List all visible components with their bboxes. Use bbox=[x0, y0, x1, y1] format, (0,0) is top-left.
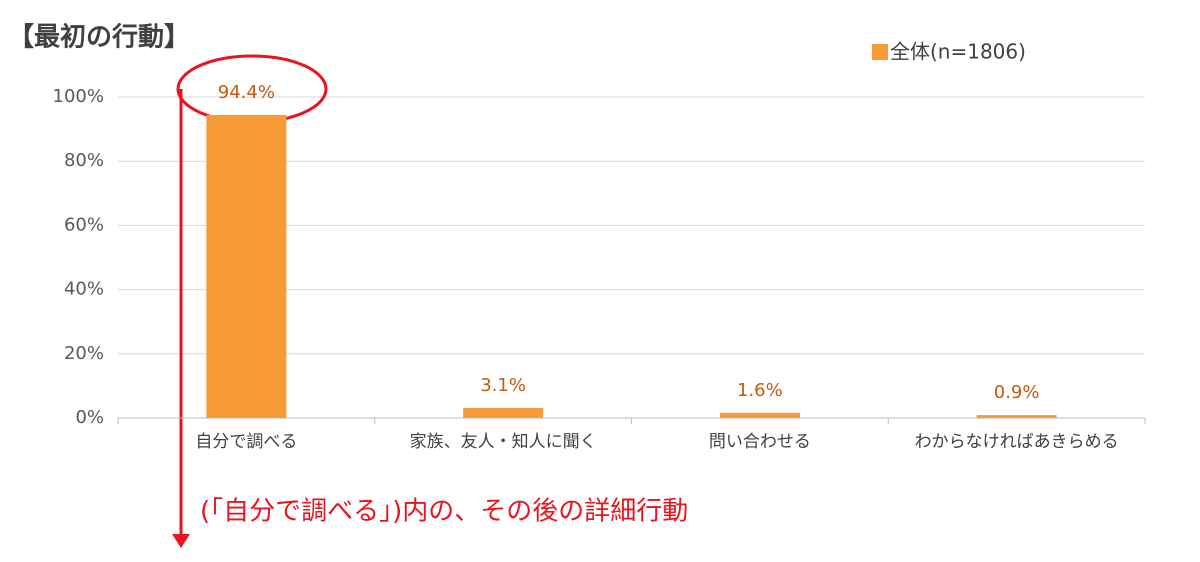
x-tick-label: 家族、友人・知人に聞く bbox=[410, 432, 597, 452]
y-tick-label: 80% bbox=[64, 150, 104, 171]
data-label: 1.6% bbox=[737, 380, 783, 401]
y-tick-label: 20% bbox=[64, 343, 104, 364]
bar bbox=[463, 408, 544, 418]
bar bbox=[206, 114, 287, 418]
x-tick-label: わからなければあきらめる bbox=[915, 432, 1119, 452]
legend-swatch bbox=[872, 44, 888, 60]
y-tick-label: 0% bbox=[75, 407, 104, 428]
bar bbox=[719, 412, 800, 418]
bar bbox=[976, 415, 1057, 418]
chart-title: 【最初の行動】 bbox=[8, 22, 190, 53]
arrow-head bbox=[172, 534, 190, 548]
annotation: (「自分で調べる」)内の、その後の詳細行動 bbox=[200, 497, 688, 527]
data-label: 0.9% bbox=[994, 382, 1040, 403]
x-tick-label: 問い合わせる bbox=[709, 432, 811, 452]
data-label: 94.4% bbox=[218, 82, 275, 103]
y-tick-label: 60% bbox=[64, 214, 104, 235]
y-tick-label: 100% bbox=[53, 86, 104, 107]
legend-label: 全体(n=1806) bbox=[890, 40, 1026, 64]
x-tick-label: 自分で調べる bbox=[195, 432, 297, 452]
y-tick-label: 40% bbox=[64, 279, 104, 300]
data-label: 3.1% bbox=[480, 375, 526, 396]
